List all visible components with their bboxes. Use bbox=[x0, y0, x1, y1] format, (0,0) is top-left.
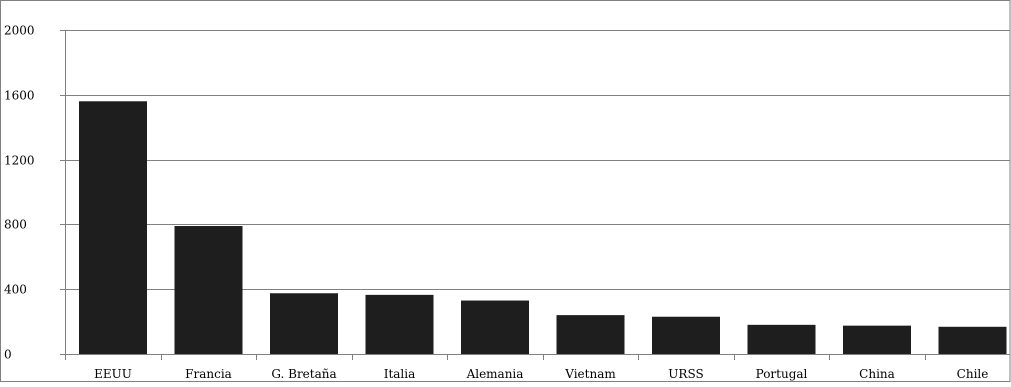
bar-vietnam bbox=[556, 315, 625, 354]
x-tick-label: G. Bretaña bbox=[271, 367, 336, 381]
bar-portugal bbox=[747, 324, 816, 354]
y-tick-label: 400 bbox=[4, 283, 27, 297]
x-tick-label: Portugal bbox=[756, 367, 808, 381]
x-tick-label: Francia bbox=[185, 367, 232, 381]
bar-francia bbox=[174, 226, 243, 354]
bar-italia bbox=[365, 294, 434, 354]
bar-china bbox=[843, 325, 911, 354]
x-axis-labels: EEUU Francia G. Bretaña Italia Alemania Vietn… bbox=[94, 354, 989, 381]
bar-alemania bbox=[461, 300, 529, 354]
x-tick-label: EEUU bbox=[94, 367, 132, 381]
x-tick-label: Vietnam bbox=[564, 367, 616, 381]
y-tick-label: 0 bbox=[4, 348, 12, 362]
y-axis-ticks: 0 400 800 1200 1600 2000 bbox=[4, 24, 65, 362]
bar-urss bbox=[652, 316, 720, 354]
y-tick-label: 2000 bbox=[4, 24, 35, 38]
bar-chile bbox=[938, 326, 1007, 354]
x-tick-label: China bbox=[859, 367, 895, 381]
bar-g-bretaña bbox=[270, 293, 338, 354]
y-tick-label: 800 bbox=[4, 218, 27, 232]
y-tick-label: 1200 bbox=[4, 154, 35, 168]
x-tick-label: URSS bbox=[668, 367, 703, 381]
x-tick-label: Alemania bbox=[466, 367, 524, 381]
x-tick-label: Italia bbox=[384, 367, 416, 381]
x-tick-label: Chile bbox=[957, 367, 989, 381]
bar-eeuu bbox=[79, 101, 147, 354]
bars bbox=[79, 101, 1007, 354]
y-tick-label: 1600 bbox=[4, 89, 35, 103]
